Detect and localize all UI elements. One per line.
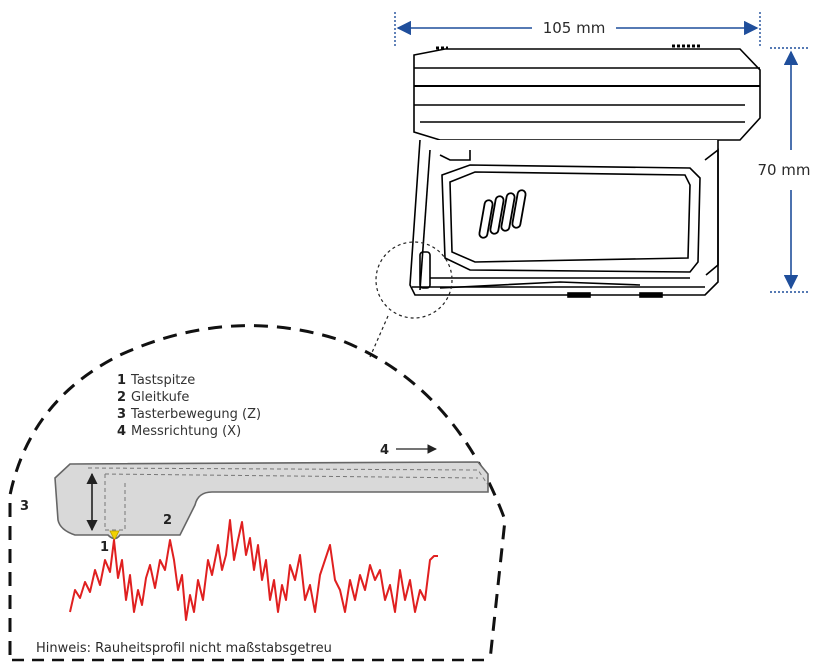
stylus-tip — [109, 530, 120, 541]
roughness-profile — [69, 519, 438, 621]
callout-tip: 1 — [100, 540, 109, 555]
legend: 1 Tastspitze 2 Gleitkufe 3 Tasterbewegung (… — [117, 373, 261, 439]
callout-skid: 2 — [163, 513, 172, 528]
detail-leader-line — [369, 315, 389, 358]
callout-stroke: 3 — [20, 499, 29, 514]
detail-circle-icon — [375, 241, 453, 319]
height-dimension-label: 70 mm — [757, 161, 810, 179]
callout-direction: 4 — [380, 443, 389, 458]
legend-item-2: 2 Gleitkufe — [117, 390, 189, 405]
scale-note: Hinweis: Rauheitsprofil nicht maßstabsge… — [36, 641, 332, 656]
legend-item-4: 4 Messrichtung (X) — [117, 424, 241, 439]
width-dimension-label: 105 mm — [543, 19, 606, 37]
legend-item-1: 1 Tastspitze — [117, 373, 195, 388]
dimension-arrow-icon — [394, 12, 808, 293]
stylus-body — [54, 461, 489, 540]
detail-view-boundary — [8, 324, 507, 662]
legend-item-3: 3 Tasterbewegung (Z) — [117, 407, 261, 422]
device-drawing — [409, 44, 761, 298]
